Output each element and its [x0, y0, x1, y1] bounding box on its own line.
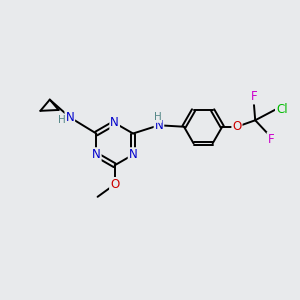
Text: F: F — [268, 133, 274, 146]
Text: N: N — [92, 148, 101, 161]
Text: O: O — [232, 120, 242, 133]
Text: F: F — [250, 91, 257, 103]
Text: H: H — [58, 115, 65, 125]
Text: N: N — [110, 116, 119, 129]
Text: H: H — [154, 112, 161, 122]
Text: O: O — [110, 178, 119, 191]
Text: N: N — [154, 119, 163, 132]
Text: Cl: Cl — [276, 103, 287, 116]
Text: N: N — [65, 111, 74, 124]
Text: N: N — [129, 148, 137, 161]
